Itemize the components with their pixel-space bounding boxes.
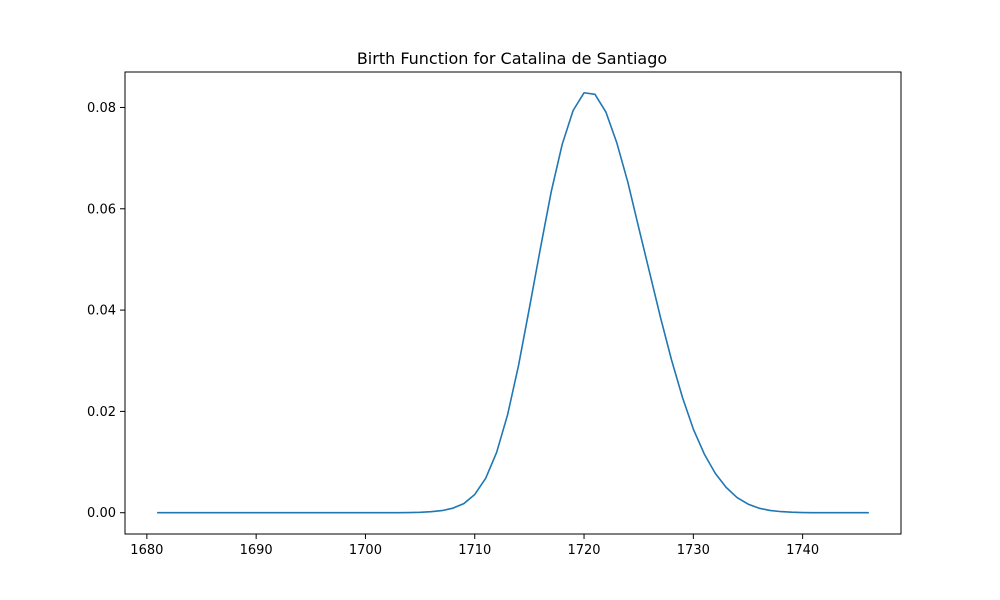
x-tick-label: 1690 xyxy=(240,543,273,558)
y-tick-label: 0.08 xyxy=(87,101,116,116)
x-tick-label: 1710 xyxy=(458,543,491,558)
axes: 1680 1690 1700 1710 1720 1730 1740 0.00 0.02 0.04… xyxy=(87,101,819,558)
chart-title: Birth Function for Catalina de Santiago xyxy=(357,49,667,68)
x-tick-label: 1680 xyxy=(130,543,163,558)
plot-frame xyxy=(124,71,902,535)
x-tick-label: 1720 xyxy=(567,543,600,558)
x-tick-label: 1700 xyxy=(349,543,382,558)
y-tick-label: 0.04 xyxy=(87,304,116,319)
series-line-0 xyxy=(156,91,870,514)
y-tick-label: 0.02 xyxy=(87,405,116,420)
y-tick-label: 0.00 xyxy=(87,506,116,521)
series-layer xyxy=(156,91,870,514)
y-tick-label: 0.06 xyxy=(87,202,116,217)
x-tick-label: 1740 xyxy=(786,543,819,558)
x-tick-label: 1730 xyxy=(677,543,710,558)
